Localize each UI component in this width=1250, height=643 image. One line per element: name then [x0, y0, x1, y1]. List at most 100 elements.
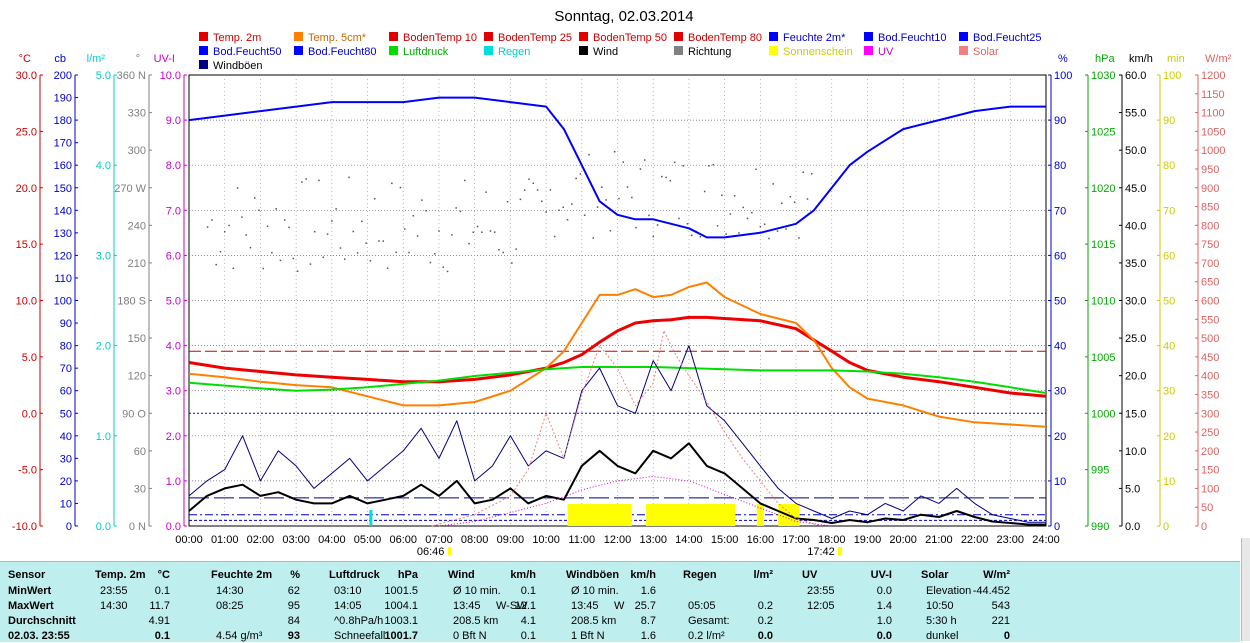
legend-label: Luftdruck	[403, 46, 449, 58]
table-cell: 0.1	[154, 585, 170, 597]
x-tick-label: 03:00	[282, 534, 310, 546]
x-tick-label: 17:00	[782, 534, 810, 546]
direction-dot	[751, 211, 753, 214]
axis-tick-label: 1030	[1091, 70, 1115, 82]
axis-tick-label: 90	[1163, 115, 1175, 127]
x-tick-label: 23:00	[997, 534, 1025, 546]
direction-dot	[429, 261, 432, 264]
x-tick-label: 07:00	[425, 534, 453, 546]
table-cell: 93	[287, 630, 300, 642]
axis-tick-label: 100	[1201, 483, 1219, 495]
legend-swatch	[389, 32, 398, 41]
axis-tick-label: 5.0	[1125, 483, 1140, 495]
axis-tick-label: 15.0	[16, 239, 37, 251]
table-cell: 1.4	[876, 600, 892, 612]
legend-swatch	[199, 60, 208, 69]
table-cell: 5:30 h	[926, 615, 957, 627]
table-cell: 4.91	[148, 615, 170, 627]
direction-dot	[335, 208, 337, 210]
direction-dot	[772, 183, 774, 185]
table-cell: 0.1	[520, 585, 536, 597]
table-cell: 0 Bft N	[453, 630, 487, 642]
legend-label: Wind	[593, 46, 618, 58]
axis-tick-label: 750	[1201, 239, 1219, 251]
table-cell: dunkel	[926, 630, 959, 642]
direction-dot	[416, 235, 419, 237]
table-cell: W-SW	[496, 600, 528, 612]
axis-tick-label: 100	[1054, 70, 1072, 82]
table-cell: UV	[802, 569, 818, 581]
direction-dot	[613, 150, 616, 153]
table-cell: MinWert	[8, 585, 52, 597]
direction-dot	[511, 262, 513, 264]
table-cell: 14:05	[334, 600, 362, 612]
table-cell: 208.5 km	[571, 615, 617, 627]
x-tick-label: 01:00	[211, 534, 239, 546]
legend-label: Feuchte 2m*	[783, 32, 846, 44]
legend-label: BodenTemp 80	[688, 32, 762, 44]
axis-tick-label: 995	[1091, 465, 1109, 477]
axis-tick-label: 45.0	[1125, 183, 1146, 195]
legend-label: Bod.Feucht50	[213, 46, 282, 58]
direction-dot	[318, 179, 320, 182]
axis-tick-label: 300	[128, 145, 146, 157]
legend-label: Sonnenschein	[783, 46, 853, 58]
rain-bar	[369, 510, 373, 526]
direction-dot	[583, 214, 586, 216]
direction-dot	[438, 230, 440, 232]
table-cell: 13:45	[571, 600, 599, 612]
table-cell: 1004.1	[384, 600, 418, 612]
axis-tick-label: 60.0	[1125, 70, 1146, 82]
axis-tick-label: 350	[1201, 389, 1219, 401]
axis-tick-label: 270 W	[114, 183, 146, 195]
scrollbar[interactable]	[1241, 538, 1250, 641]
direction-dot	[536, 189, 539, 191]
series-line	[188, 366, 1047, 394]
table-cell: Luftdruck	[329, 569, 380, 581]
direction-dot	[738, 232, 740, 234]
table-cell: 10:50	[926, 600, 954, 612]
legend-label: Bod.Feucht80	[308, 46, 377, 58]
table-cell: W/m²	[983, 569, 1010, 581]
direction-dot	[519, 198, 522, 201]
table-cell: Ø 10 min.	[571, 585, 619, 597]
table-cell: °C	[157, 569, 170, 581]
direction-dot	[575, 177, 577, 180]
axis-tick-label: 40	[60, 431, 72, 443]
direction-dot	[283, 219, 286, 221]
direction-dot	[763, 223, 766, 225]
table-cell: 62	[287, 585, 300, 597]
direction-dot	[206, 226, 209, 228]
sunrise-label: 06:46	[417, 546, 445, 558]
direction-dot	[631, 196, 633, 199]
legend-swatch	[769, 32, 778, 41]
direction-dot	[605, 199, 607, 201]
series-line	[188, 442, 1046, 526]
x-tick-label: 06:00	[389, 534, 417, 546]
direction-dot	[768, 237, 770, 240]
direction-dot	[716, 225, 719, 227]
direction-dot	[793, 201, 796, 203]
table-cell: 05:05	[688, 600, 716, 612]
axis-tick-label: 10.0	[1125, 446, 1146, 458]
legend-swatch	[579, 46, 588, 55]
axis-tick-label: 100	[1163, 70, 1181, 82]
axis-tick-label: 50	[1201, 502, 1213, 514]
table-cell: 1 Bft N	[571, 630, 605, 642]
table-cell: 1003.1	[384, 615, 418, 627]
axis-tick-label: 130	[54, 228, 72, 240]
direction-dot	[386, 267, 389, 269]
axis-tick-label: 80	[60, 341, 72, 353]
direction-dot	[395, 251, 397, 254]
direction-dot	[326, 233, 329, 235]
axis-tick-label: 35.0	[1125, 258, 1146, 270]
table-cell: Regen	[683, 569, 717, 581]
table-cell: 14:30	[100, 600, 128, 612]
table-cell: 12.1	[514, 600, 536, 612]
table-cell: 12:05	[807, 600, 835, 612]
direction-dot	[755, 168, 757, 171]
direction-dot	[301, 181, 303, 183]
axis-tick-label: 1000	[1091, 408, 1115, 420]
axis-tick-label: 30	[60, 453, 72, 465]
axis-tick-label: 0	[1201, 521, 1207, 533]
